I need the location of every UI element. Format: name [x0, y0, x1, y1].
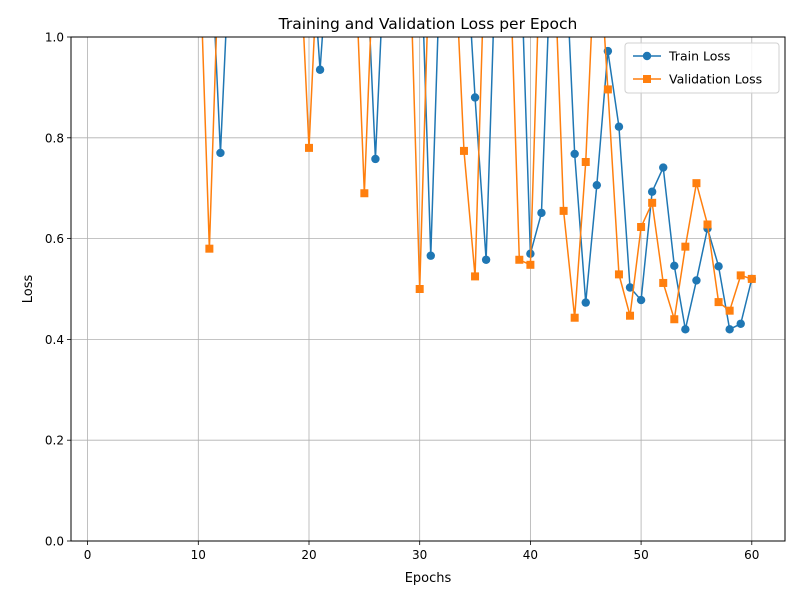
- data-point: [470, 93, 480, 102]
- data-point: [747, 274, 756, 283]
- x-tick-label: 50: [633, 548, 648, 562]
- data-point: [581, 298, 590, 307]
- data-point: [371, 154, 380, 164]
- data-point: [703, 220, 712, 229]
- data-point: [526, 260, 535, 269]
- plot-frame: [70, 36, 786, 542]
- y-tick-label: 0.2: [45, 434, 64, 448]
- data-point: [415, 285, 424, 293]
- data-point: [636, 295, 646, 305]
- x-tick-label: 20: [301, 548, 316, 562]
- series-layer: [201, 37, 756, 334]
- data-point: [626, 311, 635, 320]
- data-point: [714, 262, 723, 271]
- x-tick-label: 60: [744, 548, 759, 562]
- x-tick-label: 10: [191, 548, 206, 562]
- data-point: [625, 283, 635, 292]
- data-point: [515, 255, 524, 264]
- chart-title: Training and Validation Loss per Epoch: [278, 15, 578, 33]
- x-axis-label: Epochs: [405, 571, 452, 586]
- data-point: [725, 306, 734, 315]
- data-point: [681, 242, 690, 251]
- data-point: [459, 146, 468, 155]
- legend-label: Train Loss: [668, 49, 730, 64]
- data-point: [670, 261, 679, 271]
- data-point: [315, 65, 325, 74]
- data-point: [426, 251, 435, 260]
- data-point: [614, 122, 624, 131]
- legend-label: Validation Loss: [669, 72, 762, 87]
- legend-marker: [642, 51, 652, 61]
- ticks: 0 10 20 30 40 50 60 0.0 0.2 0.4 0.6 0.8 1.0: [45, 31, 760, 563]
- data-point: [559, 206, 568, 215]
- legend-marker: [643, 75, 651, 83]
- legend: Train Loss Validation Loss: [624, 42, 780, 94]
- y-tick-label: 0.8: [45, 131, 64, 145]
- series-validation-loss: [201, 37, 756, 324]
- data-point: [614, 270, 623, 279]
- data-point: [647, 187, 657, 196]
- legend-box: [624, 42, 780, 94]
- data-point: [581, 157, 590, 166]
- data-point: [216, 148, 225, 158]
- y-tick-label: 0.4: [45, 333, 64, 347]
- data-point: [637, 223, 646, 232]
- data-point: [659, 278, 668, 287]
- data-point: [481, 255, 491, 264]
- data-point: [570, 313, 579, 322]
- data-point: [736, 319, 745, 328]
- series-line: [201, 37, 753, 320]
- data-point: [205, 244, 214, 253]
- x-tick-label: 40: [523, 548, 538, 562]
- data-point: [692, 276, 701, 285]
- y-tick-label: 0.0: [45, 535, 64, 549]
- data-point: [659, 163, 668, 172]
- data-point: [570, 149, 579, 159]
- data-point: [471, 272, 480, 281]
- data-point: [603, 85, 612, 94]
- data-point: [670, 315, 679, 324]
- data-point: [537, 208, 546, 218]
- data-point: [714, 298, 723, 307]
- y-tick-label: 0.6: [45, 232, 64, 246]
- data-point: [725, 325, 734, 334]
- data-point: [681, 325, 690, 334]
- data-point: [736, 271, 745, 280]
- series-line: [214, 37, 753, 331]
- x-tick-label: 0: [84, 548, 92, 562]
- x-tick-label: 30: [412, 548, 427, 562]
- data-point: [648, 198, 657, 207]
- data-point: [360, 189, 369, 198]
- data-point: [592, 180, 602, 190]
- data-point: [305, 143, 313, 152]
- y-axis-label: Loss: [21, 275, 36, 304]
- y-tick-label: 1.0: [45, 31, 64, 45]
- data-point: [692, 179, 701, 188]
